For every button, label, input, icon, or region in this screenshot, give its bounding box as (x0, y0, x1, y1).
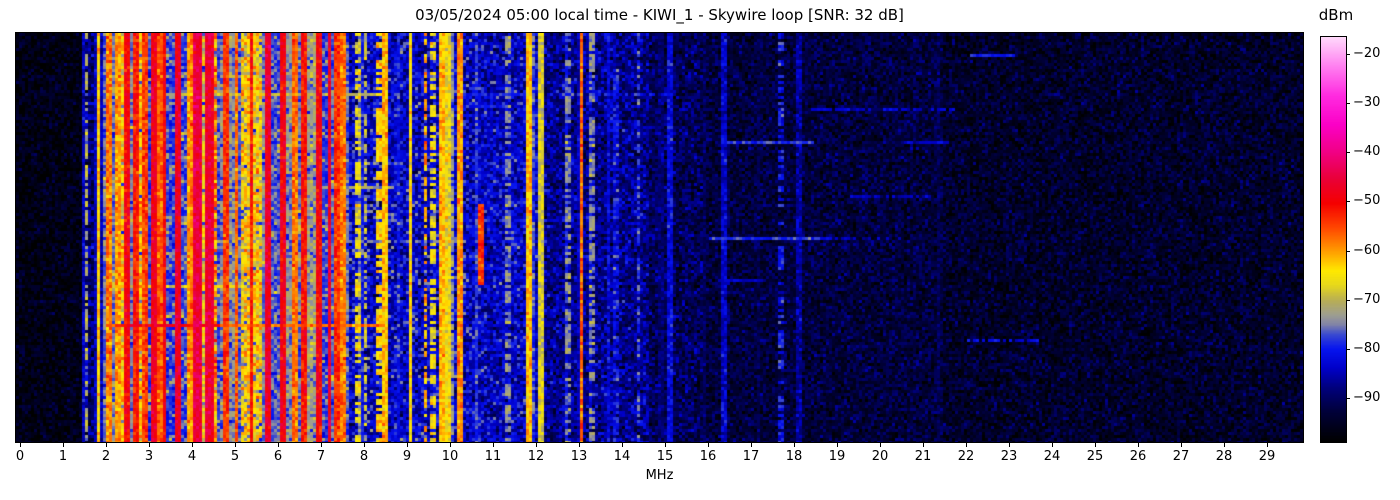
x-tick-label: 18 (785, 449, 803, 464)
x-tick-mark (579, 443, 580, 447)
colorbar-tick-mark (1346, 300, 1350, 301)
x-tick-mark (1224, 443, 1225, 447)
x-tick-mark (837, 443, 838, 447)
x-tick-label: 19 (828, 449, 846, 464)
x-tick-mark (192, 443, 193, 447)
colorbar-tick-mark (1346, 398, 1350, 399)
x-tick-label: 4 (187, 449, 197, 464)
x-tick-label: 12 (527, 449, 545, 464)
x-tick-mark (493, 443, 494, 447)
colorbar-tick-mark (1346, 152, 1350, 153)
x-tick-mark (364, 443, 365, 447)
colorbar-tick-mark (1346, 201, 1350, 202)
x-tick-mark (450, 443, 451, 447)
x-tick-label: 5 (230, 449, 240, 464)
colorbar-tick-label: −70 (1353, 292, 1381, 307)
spectrogram-heatmap (16, 33, 1303, 442)
x-tick-label: 2 (101, 449, 111, 464)
x-tick-mark (966, 443, 967, 447)
colorbar-tick-label: −80 (1353, 341, 1381, 356)
x-tick-label: 11 (484, 449, 502, 464)
x-tick-label: 25 (1086, 449, 1104, 464)
x-tick-mark (622, 443, 623, 447)
x-tick-mark (1095, 443, 1096, 447)
colorbar-tick-mark (1346, 349, 1350, 350)
x-tick-mark (923, 443, 924, 447)
x-tick-label: 21 (914, 449, 932, 464)
x-tick-label: 3 (144, 449, 154, 464)
x-tick-mark (278, 443, 279, 447)
x-tick-mark (1267, 443, 1268, 447)
colorbar-tick-mark (1346, 103, 1350, 104)
x-tick-mark (149, 443, 150, 447)
x-tick-mark (20, 443, 21, 447)
x-tick-label: 22 (957, 449, 975, 464)
x-tick-label: 8 (359, 449, 369, 464)
chart-title: 03/05/2024 05:00 local time - KIWI_1 - S… (415, 6, 904, 24)
x-tick-label: 15 (656, 449, 674, 464)
x-tick-mark (407, 443, 408, 447)
x-tick-mark (708, 443, 709, 447)
x-tick-mark (665, 443, 666, 447)
colorbar-tick-label: −50 (1353, 193, 1381, 208)
x-tick-mark (1138, 443, 1139, 447)
x-tick-label: 29 (1258, 449, 1276, 464)
x-tick-mark (235, 443, 236, 447)
x-tick-label: 16 (699, 449, 717, 464)
x-tick-label: 9 (402, 449, 412, 464)
x-tick-label: 7 (316, 449, 326, 464)
x-tick-label: 0 (15, 449, 25, 464)
x-tick-label: 13 (570, 449, 588, 464)
colorbar-gradient (1321, 37, 1346, 442)
x-tick-mark (321, 443, 322, 447)
x-tick-mark (536, 443, 537, 447)
x-tick-label: 28 (1215, 449, 1233, 464)
colorbar-tick-label: −60 (1353, 243, 1381, 258)
colorbar-tick-label: −90 (1353, 390, 1381, 405)
x-tick-label: 23 (1000, 449, 1018, 464)
x-tick-mark (794, 443, 795, 447)
x-tick-mark (106, 443, 107, 447)
x-tick-mark (880, 443, 881, 447)
x-tick-label: 6 (273, 449, 283, 464)
x-tick-label: 17 (742, 449, 760, 464)
colorbar-tick-mark (1346, 54, 1350, 55)
colorbar-tick-label: −40 (1353, 144, 1381, 159)
x-tick-mark (1181, 443, 1182, 447)
x-tick-label: 1 (58, 449, 68, 464)
colorbar-unit-label: dBm (1318, 6, 1354, 24)
x-tick-label: 20 (871, 449, 889, 464)
colorbar-tick-mark (1346, 251, 1350, 252)
x-tick-mark (1009, 443, 1010, 447)
x-tick-label: 10 (441, 449, 459, 464)
colorbar-tick-label: −30 (1353, 95, 1381, 110)
x-tick-mark (1052, 443, 1053, 447)
x-tick-label: 14 (613, 449, 631, 464)
colorbar-tick-label: −20 (1353, 46, 1381, 61)
x-tick-mark (751, 443, 752, 447)
x-tick-label: 26 (1129, 449, 1147, 464)
x-tick-mark (63, 443, 64, 447)
x-axis-label: MHz (645, 468, 674, 483)
x-tick-label: 27 (1172, 449, 1190, 464)
x-tick-label: 24 (1043, 449, 1061, 464)
